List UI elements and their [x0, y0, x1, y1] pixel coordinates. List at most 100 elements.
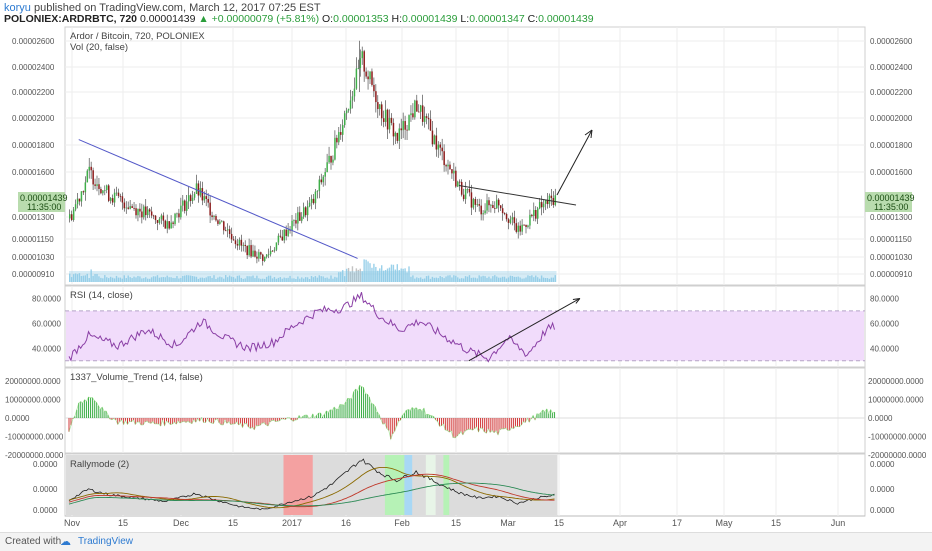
candle-body [349, 100, 352, 109]
rally-green-zone [384, 455, 405, 515]
volume-bar [211, 277, 213, 282]
volume-bar [256, 275, 258, 282]
volume-bar [133, 276, 135, 282]
candle-body [437, 144, 440, 150]
candle-body [92, 170, 94, 185]
last-price-tag-left [18, 192, 65, 212]
volume-bar [392, 264, 395, 282]
candle-body [478, 204, 480, 206]
candle-body [425, 116, 428, 118]
volume-bar [189, 275, 192, 282]
volume-bar [240, 277, 242, 282]
volume-bar [554, 275, 556, 282]
candle-body [375, 91, 377, 103]
volume-bar [420, 277, 422, 282]
volume-bar [285, 278, 287, 282]
volume-trend-legend: 1337_Volume_Trend (14, false) [70, 372, 203, 383]
candle-body [170, 222, 172, 229]
candle-body [69, 214, 71, 219]
volume-bar [84, 275, 86, 282]
candle-body [328, 155, 330, 163]
volume-bar [447, 275, 449, 282]
volume-bar [410, 276, 412, 282]
volume-bar [221, 277, 223, 282]
volume-bar [494, 275, 496, 282]
candle-body [213, 215, 215, 218]
volume-bar [342, 270, 344, 282]
candle-body [168, 221, 170, 229]
candle-body [265, 254, 268, 257]
volume-bar [223, 278, 225, 282]
volume-bar [215, 278, 217, 282]
rsi-arrowhead [572, 297, 581, 304]
volume-bar [283, 277, 285, 282]
volume-bar [310, 275, 313, 282]
candle-body [394, 132, 397, 137]
candle-body [283, 229, 285, 241]
candle-body [191, 197, 194, 201]
volume-bar [199, 277, 202, 282]
candle-body [420, 105, 422, 112]
volume-bar [123, 275, 125, 282]
volume-bar [517, 276, 519, 282]
open-value: 0.00001353 [333, 13, 389, 25]
volume-bar [232, 277, 235, 282]
volume-bar [507, 277, 510, 282]
volume-bar [390, 264, 393, 282]
volume-bar [127, 275, 129, 282]
volume-bar [369, 263, 371, 282]
candle-body [84, 182, 87, 193]
candle-body [299, 212, 301, 221]
candle-body [236, 244, 239, 246]
volume-bar [143, 278, 145, 282]
volume-bar [505, 278, 508, 282]
candle-body [308, 202, 311, 207]
volume-bar [94, 274, 96, 282]
author-link[interactable]: koryu [4, 2, 31, 14]
volume-bar [195, 276, 198, 282]
volume-bar [437, 278, 439, 282]
candle-body [271, 250, 274, 252]
volume-bar [334, 276, 336, 282]
candle-body [501, 208, 504, 214]
price-pane[interactable] [64, 26, 866, 286]
price-y-label-right: 0.00002400 [870, 63, 913, 72]
chart-canvas[interactable]: 0.00002600 0.00002600 0.00002400 0.00002400… [0, 0, 932, 532]
volume-bar [186, 275, 188, 282]
volume-bar [427, 275, 430, 282]
candle-body [449, 164, 451, 170]
countdown-tag-right-text: 11:35:00 [874, 202, 908, 212]
candle-body [531, 214, 533, 217]
candle-body [480, 205, 482, 215]
volume-bar [459, 278, 461, 282]
rsi-y-label-right: 40.0000 [870, 344, 899, 353]
candle-body [402, 121, 404, 131]
low-label: L: [460, 13, 470, 25]
candle-body [301, 216, 303, 221]
candle-body [435, 135, 438, 150]
price-y-label-left: 0.00001800 [12, 141, 55, 150]
candle-body [273, 249, 276, 251]
candle-body [82, 191, 85, 193]
price-y-label-right: 0.00001150 [870, 235, 912, 244]
candle-body [131, 206, 133, 208]
volume-bar [248, 276, 250, 282]
volume-bar [291, 278, 293, 282]
volume-bar [540, 275, 543, 282]
rally-ma-mid [68, 473, 555, 508]
volume-bar [226, 277, 229, 282]
price-y-label-right: 0.00001800 [870, 141, 913, 150]
candle-body [406, 129, 408, 131]
rally-green-zone [443, 455, 450, 515]
x-tick-label: May [715, 518, 733, 528]
volume-bar [121, 278, 124, 282]
volume-bar [69, 273, 71, 282]
x-tick-label: Apr [613, 518, 627, 528]
candle-body [453, 170, 455, 174]
tradingview-brand-link[interactable]: TradingView [78, 536, 134, 547]
candle-body [451, 169, 453, 174]
volume-bar [441, 277, 443, 282]
volume-trend-pane[interactable] [64, 367, 866, 454]
volume-bar [343, 276, 346, 282]
candle-body [316, 190, 319, 192]
